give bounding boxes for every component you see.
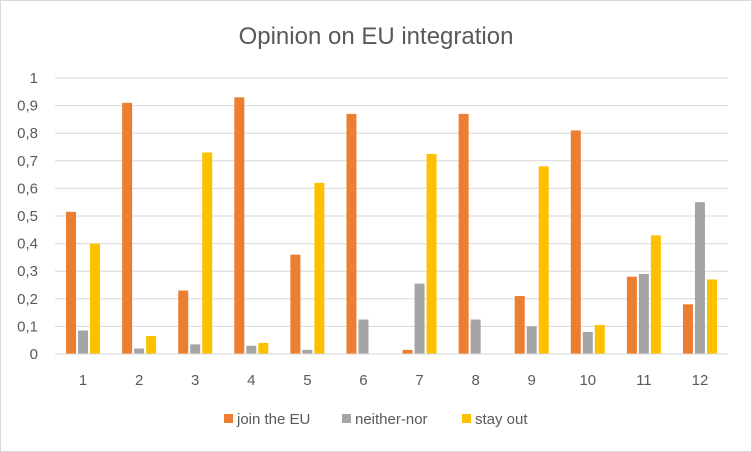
y-tick-label: 0 [30,346,38,363]
y-tick-label: 1 [30,70,38,87]
gridlines [55,77,728,327]
bar [402,349,413,354]
y-tick-label: 0,4 [17,236,38,253]
bar [66,211,77,354]
legend-swatch [462,414,471,423]
bar [570,130,581,354]
bar [290,254,301,354]
bar [122,102,133,354]
y-tick-label: 0,2 [17,291,38,308]
legend-label: neither-nor [355,411,428,428]
bar [638,273,649,354]
x-axis-ticks: 1 2 3 4 5 6 7 8 9 10 11 12 [79,372,708,389]
bar [650,235,661,354]
x-tick-label: 10 [579,372,596,389]
y-tick-label: 0,1 [17,318,38,335]
y-tick-label: 0,5 [17,208,38,225]
x-tick-label: 5 [303,372,311,389]
x-tick-label: 4 [247,372,255,389]
bar [190,344,201,354]
x-tick-label: 12 [692,372,709,389]
bar [134,348,145,354]
bar [414,283,425,354]
y-tick-label: 0,9 [17,98,38,115]
bar [526,326,537,354]
bar [582,331,593,354]
x-tick-label: 8 [471,372,479,389]
bar [90,243,101,354]
bar [302,349,313,354]
bar [246,345,257,354]
bar [538,166,549,354]
bar [682,304,693,354]
x-tick-label: 11 [636,372,652,389]
bar [178,290,189,354]
bar [358,319,369,354]
bar [470,319,481,354]
y-tick-label: 0,3 [17,263,38,280]
bar [78,330,89,354]
bar [594,325,605,354]
bar [626,276,637,354]
bars [66,97,717,354]
y-tick-label: 0,8 [17,125,38,142]
chart-title: Opinion on EU integration [239,23,514,50]
legend: join the EU neither-nor stay out [224,411,528,428]
x-tick-label: 3 [191,372,199,389]
legend-label: stay out [475,411,528,428]
bar [202,152,213,354]
bar [314,182,325,354]
x-tick-label: 6 [359,372,367,389]
bar [234,97,245,354]
legend-swatch [224,414,233,423]
legend-swatch [342,414,351,423]
bar [346,113,357,354]
y-tick-label: 0,7 [17,153,38,170]
bar [258,342,269,354]
y-tick-label: 0,6 [17,180,38,197]
bar [458,113,469,354]
y-axis-ticks: 0 0,1 0,2 0,3 0,4 0,5 0,6 0,7 0,8 0,9 1 [17,70,38,363]
bar [426,153,437,354]
bar [706,279,717,354]
x-tick-label: 1 [79,372,87,389]
legend-label: join the EU [236,411,310,428]
bar [514,296,525,354]
bar [694,202,705,354]
x-tick-label: 2 [135,372,143,389]
x-tick-label: 7 [415,372,423,389]
bar [146,336,157,354]
x-tick-label: 9 [528,372,536,389]
